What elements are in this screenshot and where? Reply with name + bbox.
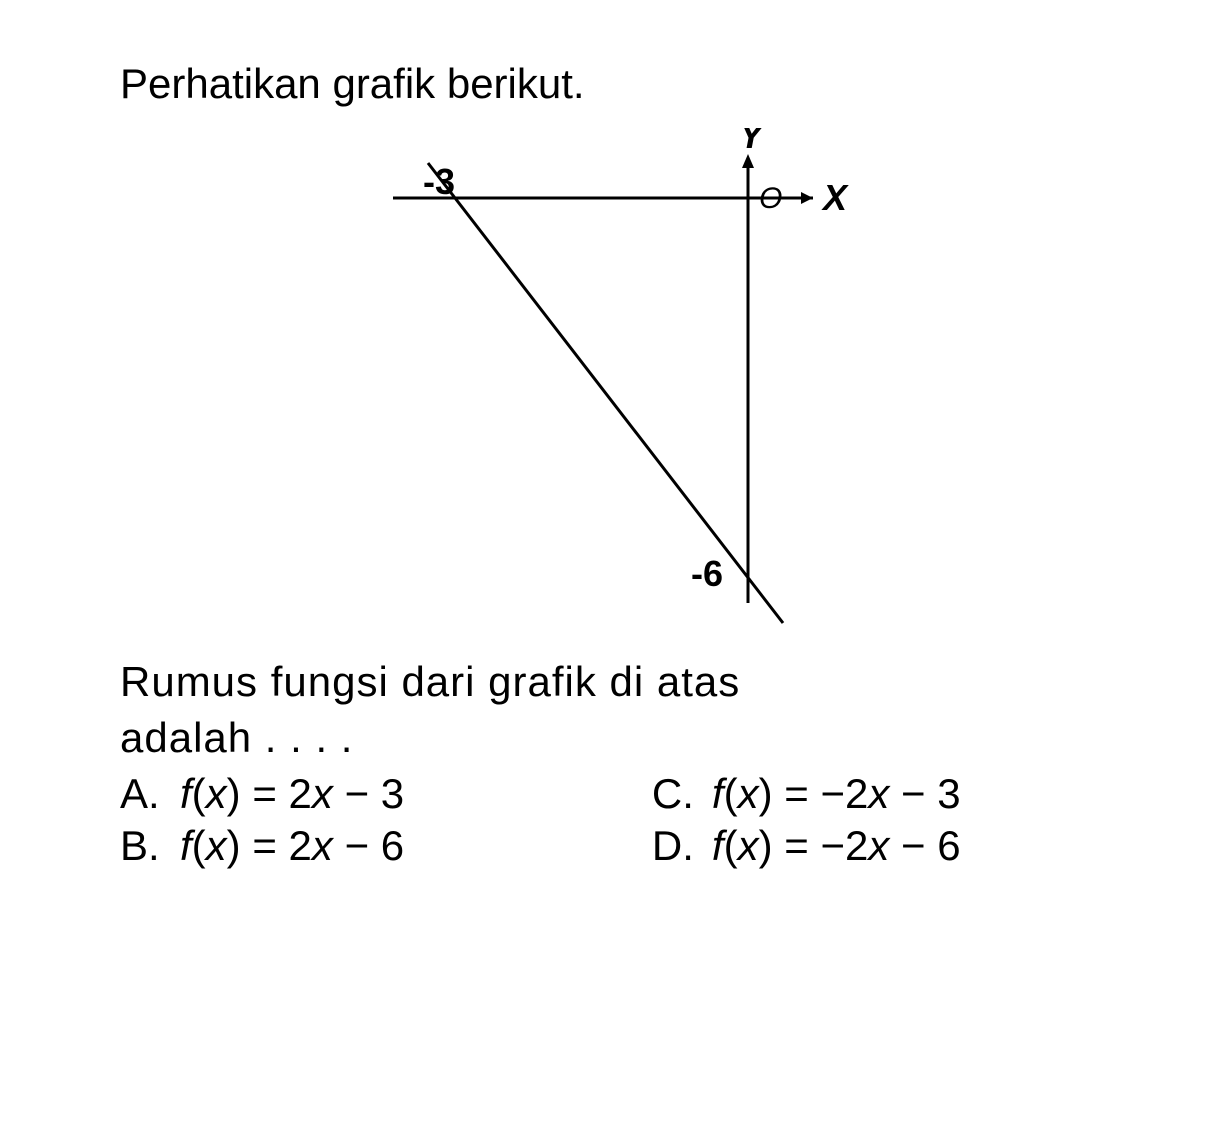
y-axis-label: Y — [739, 128, 766, 156]
option-a-text: f(x) = 2x − 3 — [180, 770, 404, 818]
question-line2: adalah . . . . — [120, 714, 1105, 762]
question-line1: Rumus fungsi dari grafik di atas — [120, 658, 1105, 706]
question-title: Perhatikan grafik berikut. — [120, 60, 1105, 108]
x-axis-arrow — [801, 192, 813, 204]
option-c: C. f(x) = −2x − 3 — [652, 770, 1105, 818]
x-intercept-label: -3 — [423, 161, 455, 202]
options-left-column: A. f(x) = 2x − 3 B. f(x) = 2x − 6 — [120, 770, 652, 874]
options-right-column: C. f(x) = −2x − 3 D. f(x) = −2x − 6 — [652, 770, 1105, 874]
option-a: A. f(x) = 2x − 3 — [120, 770, 652, 818]
option-a-letter: A. — [120, 770, 180, 818]
x-axis-label: X — [821, 177, 849, 218]
y-axis-arrow — [742, 154, 754, 168]
option-d-letter: D. — [652, 822, 712, 870]
function-line — [428, 163, 783, 623]
graph-svg: Y X O -3 -6 — [353, 128, 873, 628]
option-b-letter: B. — [120, 822, 180, 870]
y-intercept-label: -6 — [691, 553, 723, 594]
option-b-text: f(x) = 2x − 6 — [180, 822, 404, 870]
option-c-letter: C. — [652, 770, 712, 818]
option-c-text: f(x) = −2x − 3 — [712, 770, 961, 818]
option-b: B. f(x) = 2x − 6 — [120, 822, 652, 870]
options-container: A. f(x) = 2x − 3 B. f(x) = 2x − 6 C. f(x… — [120, 770, 1105, 874]
option-d-text: f(x) = −2x − 6 — [712, 822, 961, 870]
graph-container: Y X O -3 -6 — [353, 128, 873, 628]
option-d: D. f(x) = −2x − 6 — [652, 822, 1105, 870]
origin-label: O — [759, 182, 782, 215]
